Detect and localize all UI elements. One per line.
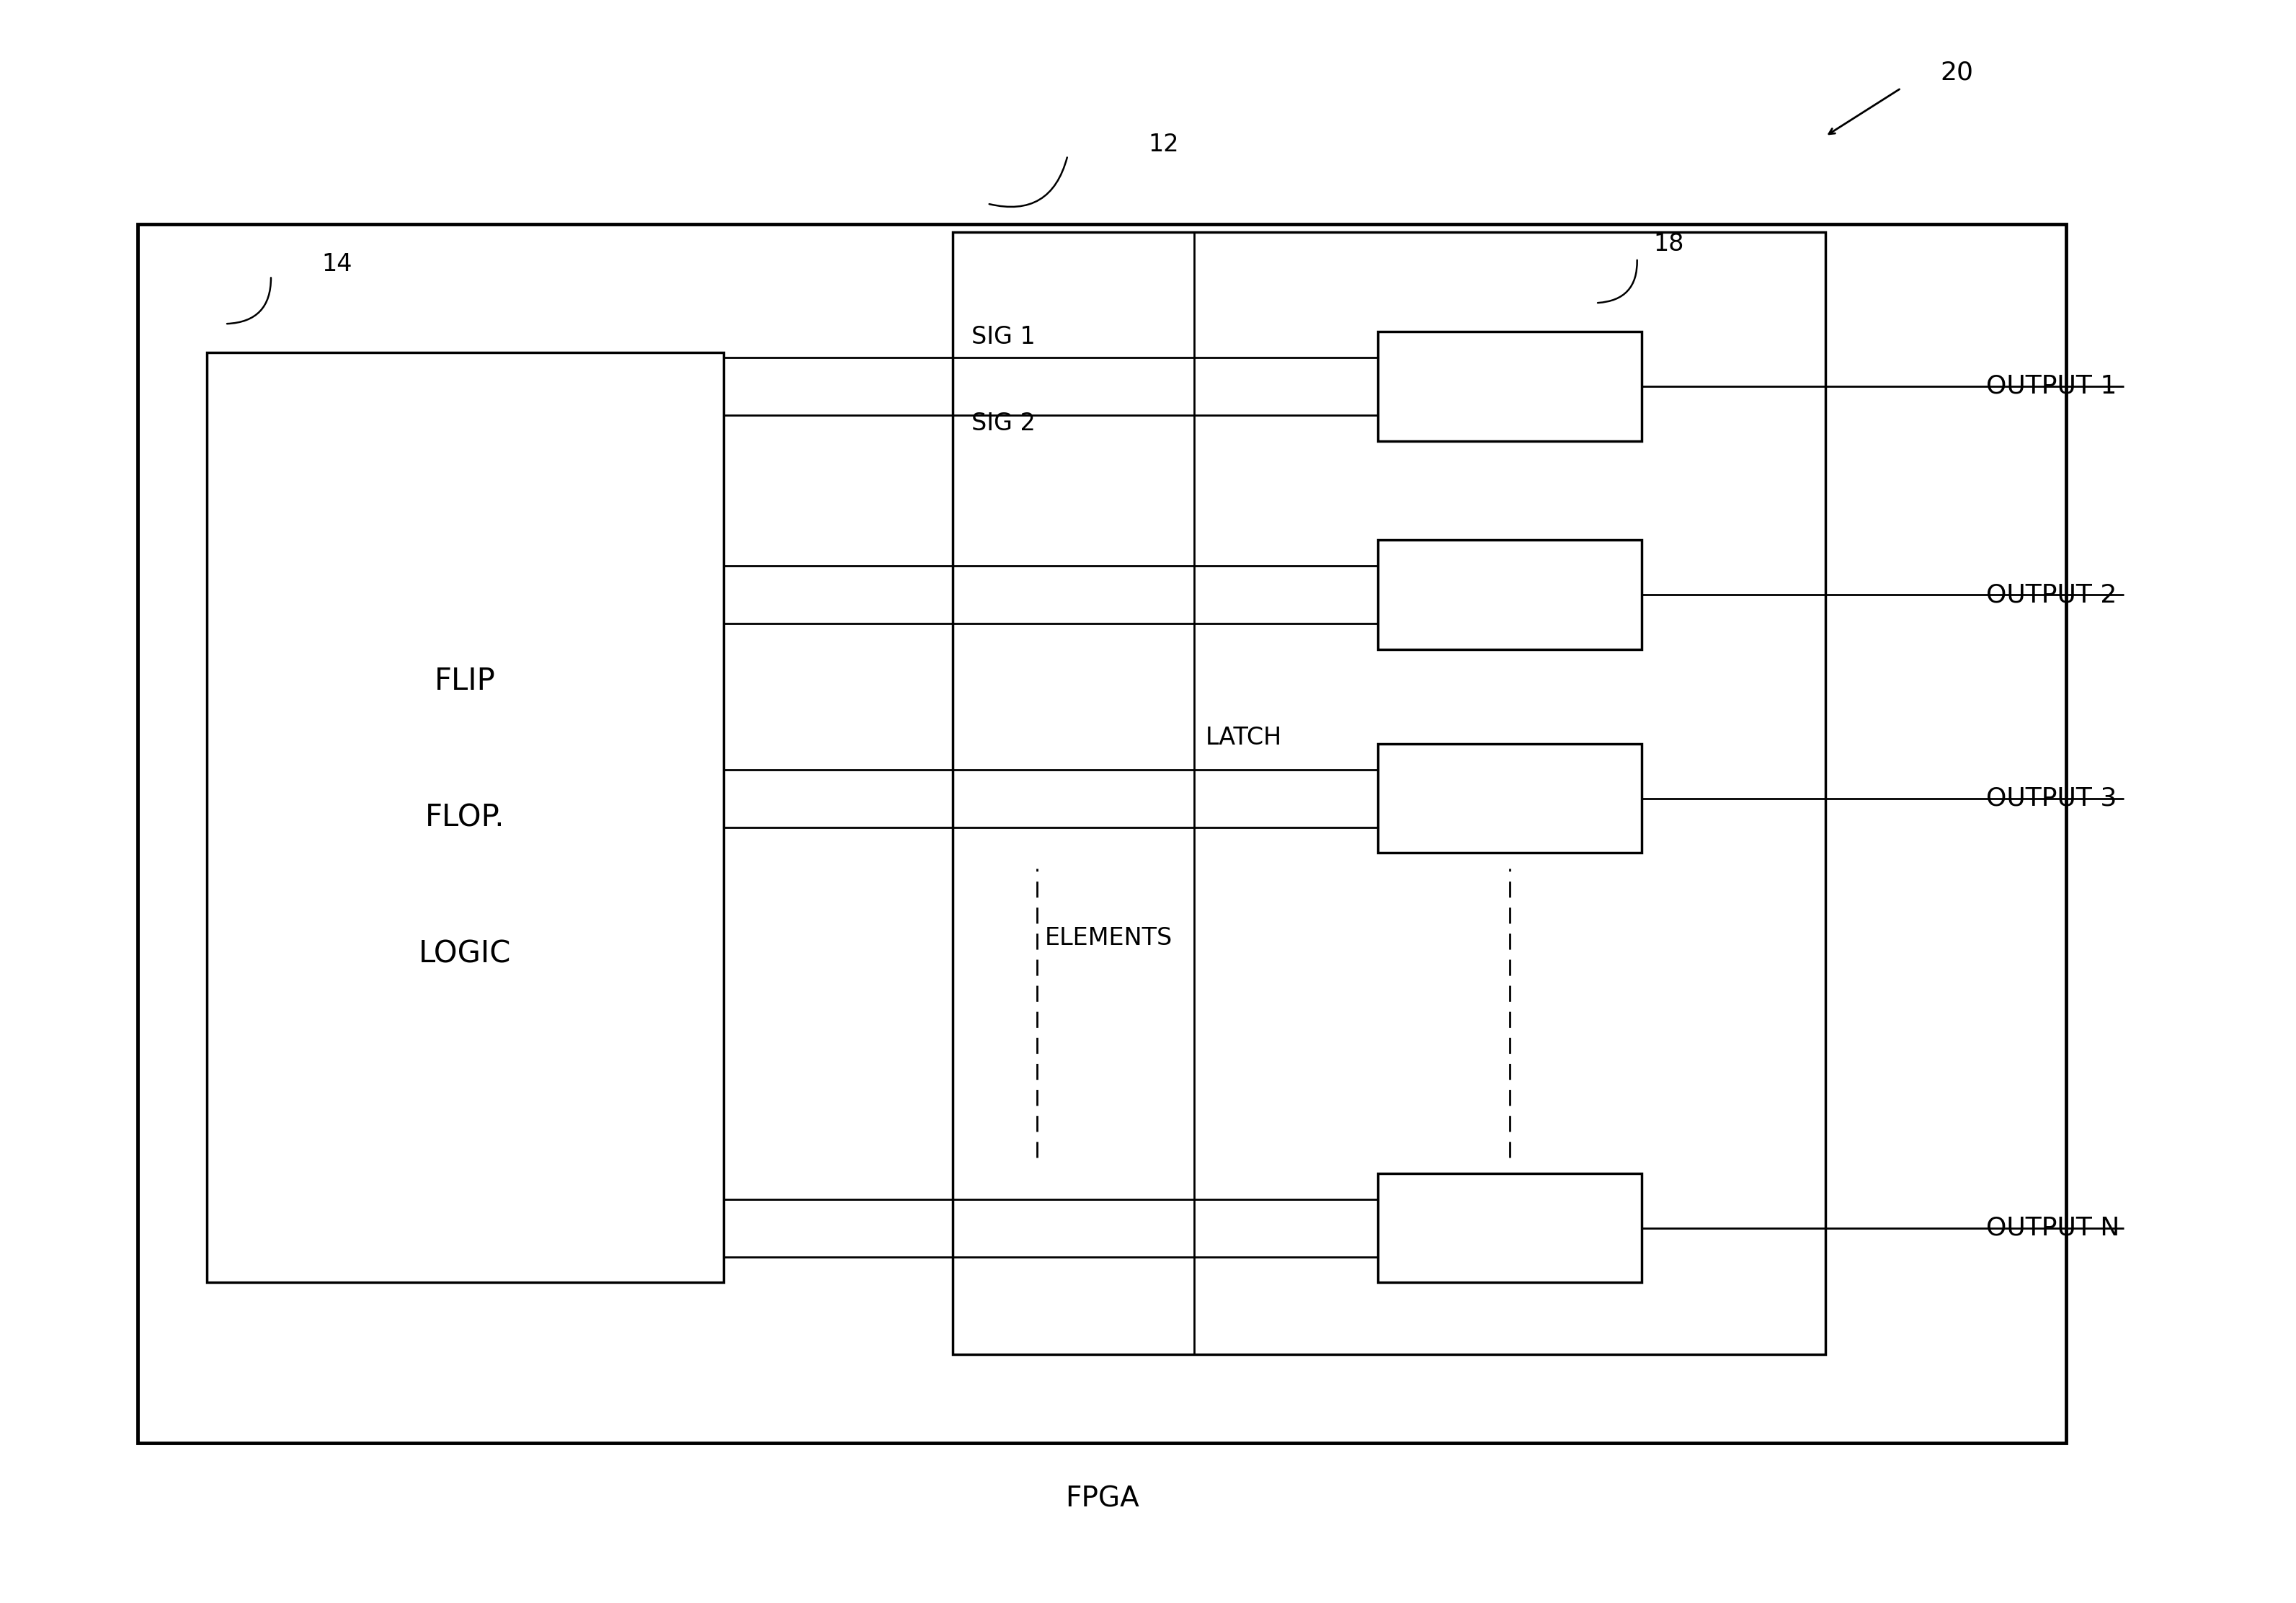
Bar: [1378, 744, 1642, 853]
Bar: [207, 353, 723, 1282]
Text: FLIP: FLIP: [434, 667, 496, 696]
Bar: [1378, 1173, 1642, 1282]
Text: LATCH: LATCH: [1205, 726, 1281, 749]
Bar: [138, 224, 2066, 1443]
Text: OUTPUT N: OUTPUT N: [1986, 1215, 2119, 1241]
Text: 12: 12: [1148, 133, 1178, 155]
Text: 20: 20: [1940, 59, 1972, 85]
Text: PDTL: PDTL: [1481, 787, 1538, 810]
Text: FLOP.: FLOP.: [425, 803, 505, 832]
Text: 14: 14: [321, 253, 351, 276]
Text: OUTPUT 3: OUTPUT 3: [1986, 785, 2117, 811]
Text: PDTL: PDTL: [1481, 375, 1538, 398]
Text: ELEMENTS: ELEMENTS: [1045, 927, 1173, 949]
Text: SIG 1: SIG 1: [971, 325, 1035, 348]
Text: FPGA: FPGA: [1065, 1484, 1139, 1513]
Text: 18: 18: [1653, 232, 1683, 255]
Bar: [1378, 332, 1642, 441]
Text: OUTPUT 2: OUTPUT 2: [1986, 582, 2117, 608]
Text: PDTL: PDTL: [1481, 583, 1538, 606]
Text: LOGIC: LOGIC: [418, 939, 512, 968]
Bar: [1378, 540, 1642, 649]
Text: SIG 2: SIG 2: [971, 412, 1035, 434]
Text: PDTL: PDTL: [1481, 1217, 1538, 1239]
Text: OUTPUT 1: OUTPUT 1: [1986, 373, 2117, 399]
Bar: [953, 232, 1825, 1355]
